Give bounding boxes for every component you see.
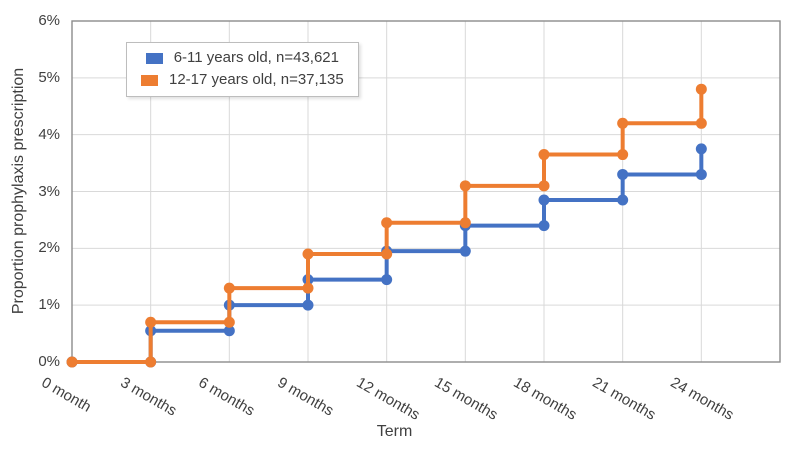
- legend-item-12-17: 12-17 years old, n=37,135: [141, 70, 344, 90]
- y-axis-title: Proportion prophylaxis prescription: [10, 67, 27, 315]
- y-tick-label: 1%: [38, 296, 60, 314]
- legend-label-12-17: 12-17 years old, n=37,135: [169, 71, 344, 88]
- y-tick-label: 3%: [38, 182, 60, 200]
- legend-label-6-11: 6-11 years old, n=43,621: [173, 49, 339, 66]
- y-tick-label: 2%: [38, 239, 60, 257]
- y-tick-label: 5%: [38, 68, 60, 86]
- y-tick-label: 4%: [38, 125, 60, 143]
- y-tick-label: 0%: [38, 353, 60, 370]
- legend-box: 6-11 years old, n=43,621 12-17 years old…: [126, 42, 359, 97]
- y-tick-label: 6%: [38, 12, 60, 29]
- legend-swatch-blue-icon: [145, 52, 163, 64]
- legend-swatch-orange-icon: [141, 74, 158, 86]
- x-axis-title: Term: [376, 423, 413, 440]
- legend-item-6-11: 6-11 years old, n=43,621: [145, 48, 339, 68]
